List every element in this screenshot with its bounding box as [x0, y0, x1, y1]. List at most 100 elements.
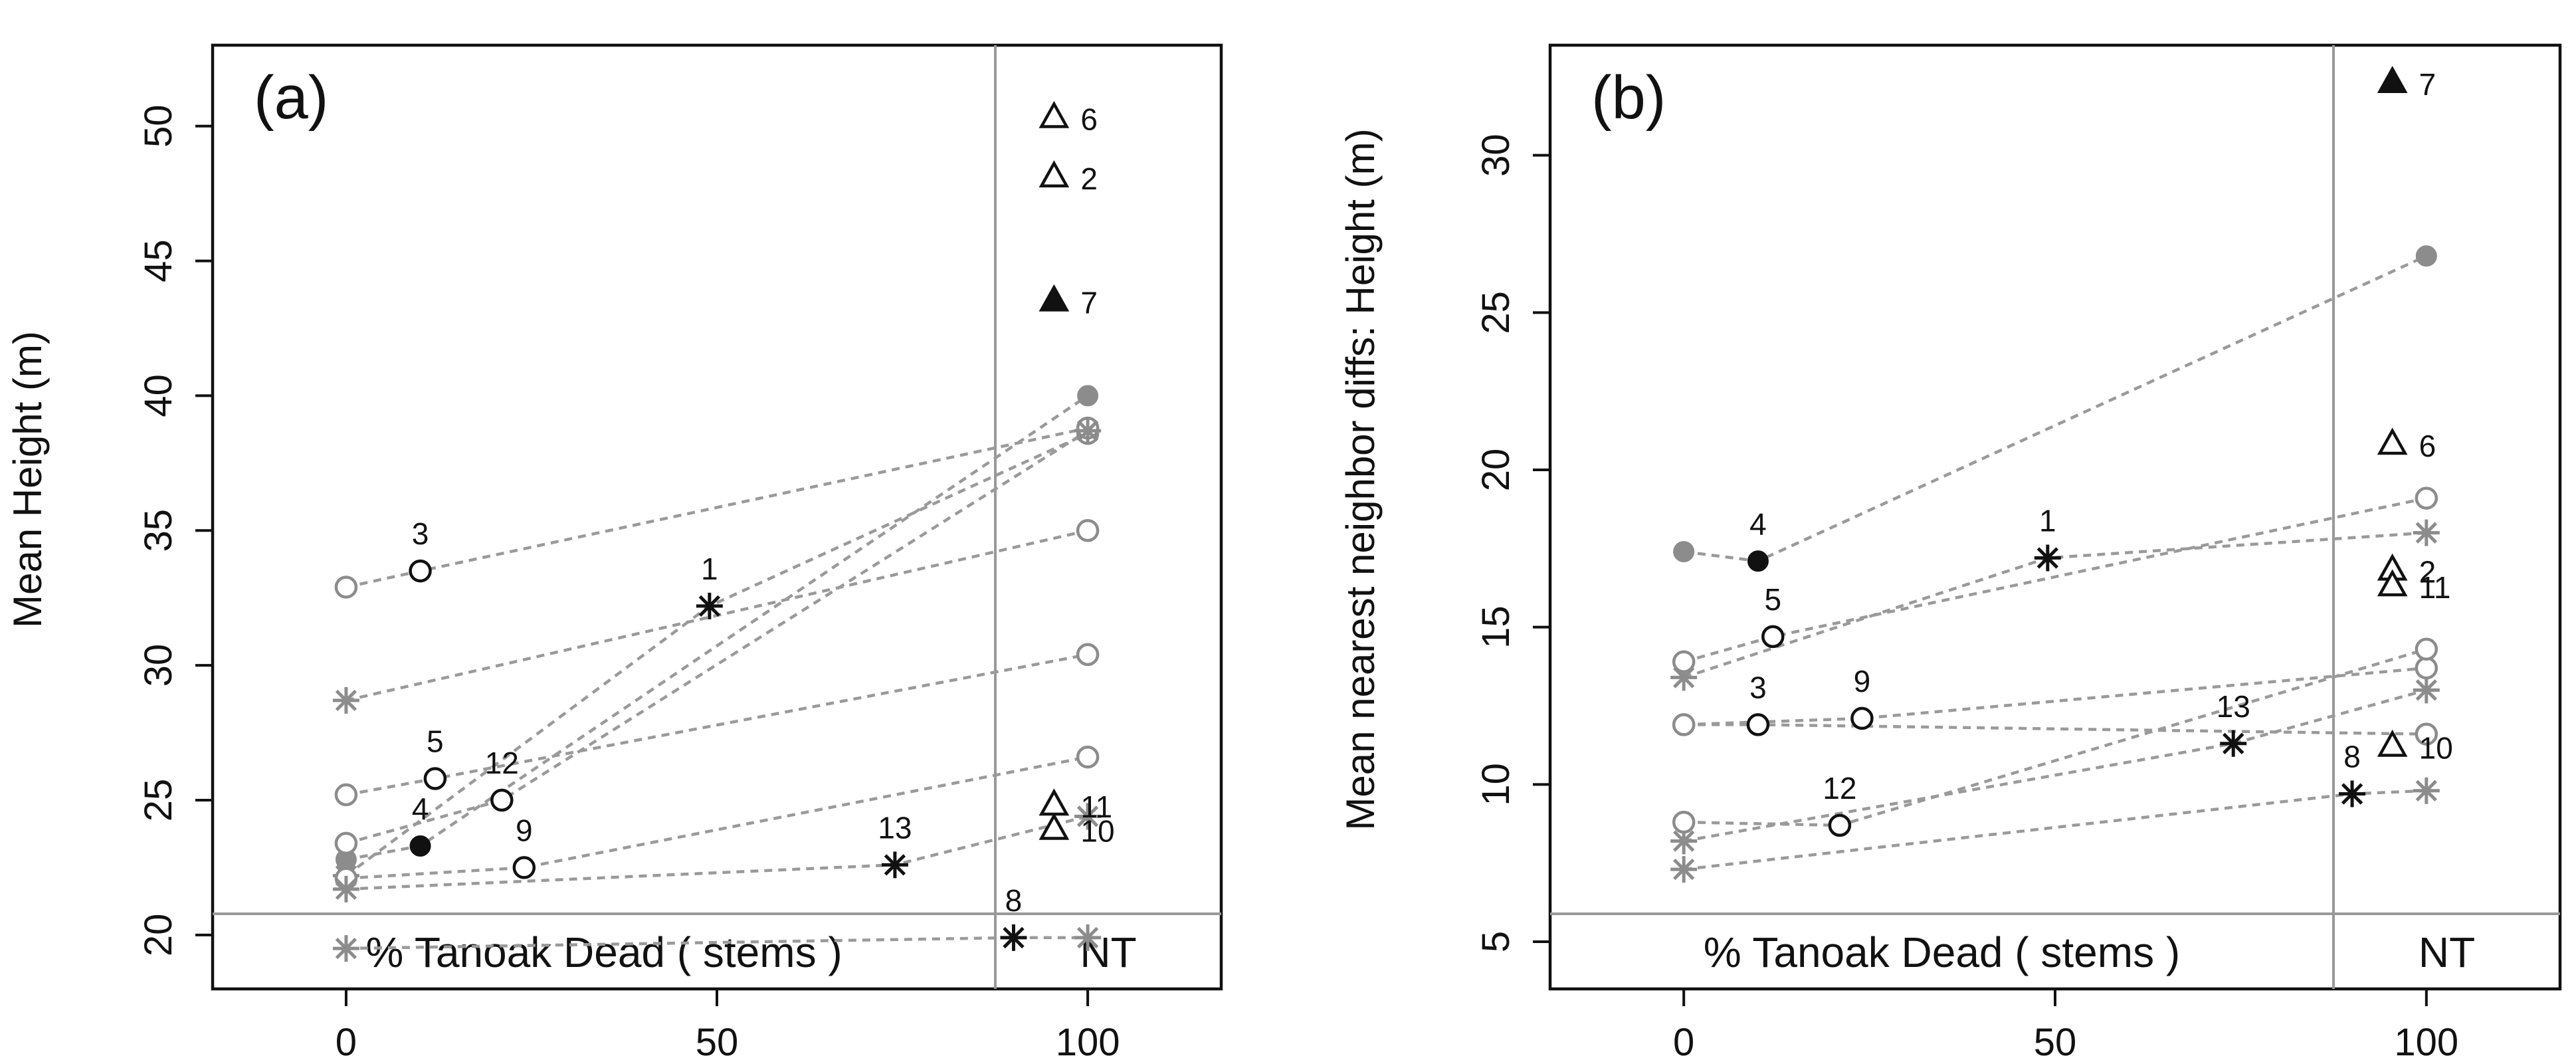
data-point-plot-9: [512, 856, 536, 879]
connector-line-plot-1: [345, 432, 1089, 877]
data-point-plot-5: [423, 767, 447, 790]
x-tick-label: 0: [1673, 1021, 1694, 1064]
data-point-plot-13: [2220, 730, 2247, 757]
final-marker-plot-9: [2415, 656, 2438, 680]
data-point-plot-5: [1761, 625, 1785, 649]
baseline-marker-plot-12: [1672, 810, 1696, 834]
connector-line-plot-9: [346, 755, 1088, 880]
final-marker-plot-5: [2415, 486, 2438, 510]
data-point-plot-4: [409, 835, 431, 857]
data-point-label: 5: [427, 724, 444, 759]
data-point-label: 1: [701, 552, 718, 586]
final-marker-plot-4: [2415, 245, 2437, 267]
connector-line-plot-13: [1683, 689, 2427, 843]
data-point-label: 9: [1854, 664, 1871, 698]
final-marker-plot-9: [1076, 745, 1100, 769]
nt-label: NT: [2419, 928, 2475, 976]
data-point-plot-8: [2339, 780, 2366, 807]
y-tick-label: 25: [1474, 291, 1518, 334]
y-tick-label: 30: [1474, 134, 1518, 177]
nt-point-label: 7: [1080, 285, 1098, 320]
connector-line-plot-4: [346, 394, 1089, 861]
y-tick-label: 50: [137, 104, 180, 148]
final-marker-plot-1: [2413, 519, 2440, 546]
nt-point-plot-6: [1039, 100, 1070, 128]
connector-line-plot-5: [1683, 496, 2427, 663]
baseline-marker-extra: [332, 687, 359, 714]
data-point-plot-1: [696, 592, 723, 619]
connector-line-plot-1: [1683, 531, 2427, 679]
data-point-plot-9: [1850, 706, 1874, 730]
y-tick-label: 20: [1474, 449, 1518, 492]
final-marker-plot-5: [1076, 643, 1100, 667]
data-point-plot-4: [1747, 550, 1769, 572]
y-tick-label: 45: [137, 239, 180, 282]
data-point-label: 5: [1764, 582, 1781, 617]
y-tick-label: 40: [137, 374, 180, 417]
nt-point-plot-11: [2377, 569, 2408, 597]
y-tick-label: 35: [137, 509, 180, 552]
data-point-label: 3: [412, 516, 429, 551]
nt-point-label: 7: [2419, 67, 2436, 102]
baseline-marker-plot-13: [332, 875, 359, 903]
data-point-label: 9: [516, 813, 533, 847]
data-point-label: 13: [2217, 689, 2250, 724]
baseline-marker-plot-1: [1670, 664, 1698, 691]
connector-line-plot-3: [1684, 723, 2427, 736]
final-marker-plot-8: [1074, 924, 1102, 951]
data-point-plot-8: [1000, 924, 1027, 951]
panel-label: (b): [1591, 64, 1666, 132]
connector-line-plot-12: [346, 429, 1089, 845]
panel-label: (a): [254, 64, 328, 132]
nt-point-plot-11: [1039, 788, 1070, 816]
baseline-marker-plot-8: [332, 935, 359, 962]
final-marker-plot-12: [2415, 637, 2438, 661]
x-tick-label: 100: [1056, 1021, 1120, 1064]
data-point-label: 8: [1005, 883, 1023, 918]
y-tick-label: 25: [137, 779, 180, 822]
plot-frame: [211, 43, 1223, 991]
data-point-plot-3: [409, 559, 432, 583]
nt-point-plot-6: [2377, 427, 2408, 455]
final-marker-plot-13: [2413, 677, 2440, 704]
data-point-label: 12: [485, 746, 519, 780]
connector-line-plot-8: [346, 936, 1088, 950]
connector-line-plot-9: [1684, 666, 2427, 726]
y-tick-label: 20: [137, 914, 180, 957]
baseline-marker-plot-12: [334, 831, 358, 855]
x-tick-label: 50: [696, 1021, 739, 1064]
nt-point-label: 6: [1080, 102, 1098, 137]
nt-point-plot-7: [2377, 66, 2408, 93]
data-point-plot-12: [490, 788, 514, 812]
nt-point-plot-10: [2377, 729, 2408, 757]
nt-point-label: 10: [2419, 731, 2453, 766]
y-tick-label: 30: [137, 644, 180, 687]
nt-point-label: 6: [2419, 429, 2436, 463]
nt-point-plot-10: [1039, 812, 1070, 840]
connector-line-plot-13: [346, 815, 1088, 891]
y-axis-label: Mean nearest neighbor diffs: Height (m): [1338, 128, 1383, 830]
data-point-plot-3: [1746, 713, 1770, 736]
data-point-label: 4: [412, 792, 429, 826]
baseline-marker-plot-8: [1670, 856, 1698, 883]
final-marker-plot-3: [2415, 722, 2438, 746]
baseline-marker-plot-3: [334, 576, 358, 599]
nt-point-label: 11: [1080, 790, 1112, 824]
nt-point-label: 10: [1080, 814, 1114, 849]
final-marker-plot-4: [1077, 385, 1099, 407]
x-tick-label: 0: [336, 1021, 357, 1064]
x-axis-label: % Tanoak Dead ( stems ): [365, 928, 842, 976]
x-tick-label: 100: [2394, 1021, 2458, 1064]
baseline-marker-plot-4: [1673, 541, 1695, 563]
baseline-marker-plot-9: [1672, 713, 1696, 736]
nt-point-plot-7: [1039, 284, 1070, 312]
connector-line-plot-8: [1683, 789, 2427, 871]
y-tick-label: 10: [1474, 763, 1518, 806]
data-point-label: 13: [878, 810, 912, 845]
data-point-label: 12: [1823, 771, 1856, 805]
final-marker-plot-8: [2413, 777, 2440, 804]
y-axis-label: Mean Height (m): [5, 331, 50, 628]
x-axis-label: % Tanoak Dead ( stems ): [1704, 928, 2180, 976]
